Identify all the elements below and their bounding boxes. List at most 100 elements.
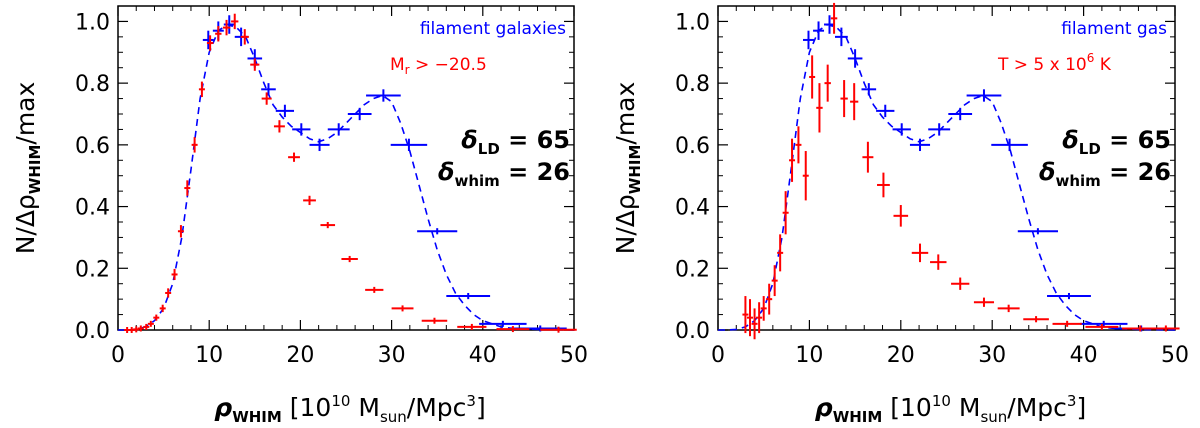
data-point	[876, 104, 895, 118]
plot-frame	[117, 5, 575, 331]
data-point	[928, 123, 951, 136]
data-point	[341, 255, 358, 263]
data-point	[850, 83, 859, 121]
series-crosses-2	[742, 2, 1180, 340]
data-point	[840, 80, 848, 118]
series-crosses-2	[124, 13, 577, 333]
data-point	[1079, 320, 1128, 327]
data-point	[202, 30, 214, 50]
data-point	[159, 304, 166, 313]
legend-entry-red: T > 5 x 106 K	[997, 51, 1112, 75]
data-point	[250, 58, 260, 71]
y-tick-label: 0.2	[75, 257, 110, 282]
data-point	[847, 49, 863, 68]
data-point	[365, 286, 384, 293]
data-point	[261, 92, 272, 105]
y-tick-label: 0.4	[675, 196, 710, 221]
data-point	[261, 83, 276, 96]
data-point	[861, 83, 877, 96]
y-tick-label: 0.6	[675, 134, 710, 159]
data-point	[347, 107, 372, 121]
delta-ld-label: δLD = 65	[1062, 126, 1171, 158]
data-point	[803, 30, 814, 50]
data-point	[171, 268, 178, 281]
data-point	[809, 55, 816, 99]
data-point	[165, 288, 172, 298]
y-tick-label: 1.0	[75, 10, 110, 35]
data-point	[771, 265, 778, 297]
data-point	[446, 292, 491, 300]
delta-whim-label: δwhim = 26	[438, 158, 570, 190]
y-tick-label: 0.6	[75, 134, 110, 159]
data-point	[795, 126, 802, 164]
data-point	[830, 2, 838, 34]
data-point	[303, 195, 316, 206]
series-line-0	[718, 23, 1176, 331]
data-point	[802, 151, 809, 201]
data-point	[275, 104, 295, 118]
data-point	[391, 305, 414, 312]
data-point	[417, 228, 458, 235]
y-axis-label: N/ΔρWHIM/max	[611, 82, 644, 255]
x-tick-label: 0	[111, 343, 125, 368]
data-point	[813, 21, 825, 40]
data-point	[292, 123, 311, 136]
y-tick-label: 0.0	[75, 319, 110, 344]
data-point	[479, 320, 527, 327]
data-point	[390, 138, 428, 152]
panel-left: 0 10 20 30 40 50 0.0 0.2 0.4 0.6 0.8 1.0 filament ga…	[11, 5, 588, 426]
y-tick-label: 0.8	[675, 72, 710, 97]
data-point	[1052, 320, 1082, 327]
data-point	[327, 123, 350, 136]
delta-whim-label: δwhim = 26	[1039, 158, 1171, 190]
x-tick-label: 30	[978, 343, 1006, 368]
delta-ld-label: δLD = 65	[461, 126, 570, 158]
legend-entry-blue: filament gas	[1061, 19, 1167, 39]
data-point	[997, 304, 1020, 313]
data-point	[893, 205, 909, 227]
data-point	[816, 83, 823, 133]
data-point	[240, 29, 249, 45]
x-tick-label: 0	[711, 343, 725, 368]
data-point	[496, 326, 530, 333]
data-point	[824, 64, 831, 102]
y-tick-label: 1.0	[675, 10, 710, 35]
x-tick-label: 20	[286, 343, 314, 368]
data-point	[930, 254, 947, 270]
x-tick-label: 10	[195, 343, 223, 368]
data-point	[309, 138, 330, 152]
data-point	[1152, 325, 1180, 332]
data-point	[834, 27, 848, 47]
x-tick-label: 50	[560, 343, 588, 368]
data-point	[991, 138, 1028, 152]
x-axis-label: ρWHIM [1010 Msun/Mpc3]	[815, 392, 1086, 426]
x-tick-label: 10	[795, 343, 823, 368]
data-point	[973, 297, 995, 307]
data-point	[457, 323, 487, 330]
y-tick-label: 0.4	[75, 196, 110, 221]
x-tick-label: 40	[1070, 343, 1098, 368]
data-point	[366, 89, 401, 102]
data-point	[143, 323, 150, 330]
data-point	[742, 296, 749, 334]
data-point	[911, 243, 929, 263]
x-tick-label: 40	[469, 343, 497, 368]
y-tick-label: 0.0	[675, 319, 710, 344]
y-tick-label: 0.8	[75, 72, 110, 97]
data-point	[789, 138, 796, 182]
data-point	[1047, 292, 1091, 300]
legend-entry-blue: filament galaxies	[420, 19, 566, 39]
data-point	[777, 234, 784, 272]
data-point	[223, 15, 235, 34]
data-point	[222, 19, 231, 36]
legend-entry-red: Mr > −20.5	[390, 55, 487, 77]
x-tick-label: 50	[1161, 343, 1189, 368]
data-point	[877, 172, 890, 198]
data-point	[177, 225, 184, 238]
y-tick-label: 0.2	[675, 257, 710, 282]
data-point	[746, 299, 753, 337]
data-point	[760, 296, 767, 321]
data-point	[153, 314, 160, 321]
x-axis-label: ρWHIM [1010 Msun/Mpc3]	[214, 392, 485, 426]
